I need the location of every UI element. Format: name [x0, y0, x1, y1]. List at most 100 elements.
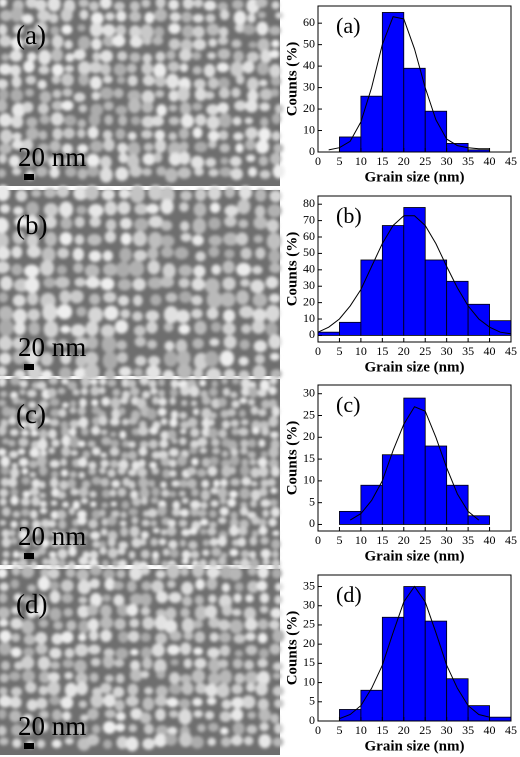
- grain: [47, 568, 60, 579]
- fit-curve: [328, 16, 490, 151]
- grain: [247, 580, 259, 593]
- grain: [165, 733, 178, 746]
- grain: [269, 262, 282, 274]
- grain: [75, 354, 88, 368]
- grain: [166, 563, 180, 579]
- grain: [164, 340, 175, 351]
- grain: [127, 89, 141, 102]
- grain: [37, 143, 50, 153]
- grain: [104, 200, 118, 216]
- grain: [248, 166, 258, 177]
- grain: [181, 682, 194, 696]
- grain: [192, 619, 204, 629]
- grain: [223, 368, 236, 381]
- grain: [192, 102, 203, 111]
- grain: [89, 22, 103, 38]
- grain: [209, 387, 218, 397]
- grain: [211, 398, 221, 409]
- grain: [242, 24, 256, 35]
- grain: [269, 49, 280, 59]
- grain: [10, 647, 22, 658]
- grain: [38, 400, 49, 409]
- grain: [155, 51, 166, 62]
- grain: [229, 455, 240, 466]
- grain: [91, 416, 101, 426]
- grain: [137, 467, 148, 478]
- grain: [147, 508, 158, 518]
- grain: [206, 23, 220, 36]
- grain: [50, 538, 61, 548]
- grain: [229, 548, 239, 557]
- grain: [51, 709, 62, 721]
- grain: [43, 187, 57, 198]
- fit-curve: [339, 585, 490, 720]
- grain: [144, 686, 154, 695]
- grain: [259, 169, 271, 179]
- grain: [180, 607, 190, 618]
- grain: [39, 710, 49, 719]
- grain: [51, 100, 64, 111]
- grain: [222, 260, 235, 274]
- grain: [74, 643, 89, 657]
- grain: [64, 39, 73, 50]
- grain: [270, 506, 281, 518]
- grain: [168, 23, 181, 34]
- grain: [252, 293, 268, 308]
- grain: [270, 88, 280, 98]
- grain: [11, 462, 18, 468]
- grain: [0, 203, 11, 214]
- grain: [230, 735, 243, 746]
- grain: [59, 480, 69, 491]
- grain: [169, 397, 177, 406]
- grain: [35, 602, 49, 618]
- grain: [257, 11, 267, 19]
- grain: [70, 488, 80, 496]
- grain: [26, 245, 42, 258]
- bar: [360, 259, 383, 336]
- bar: [403, 397, 426, 525]
- x-tick-label: 45: [505, 533, 517, 547]
- grain: [205, 13, 216, 23]
- grain: [221, 582, 231, 593]
- grain: [87, 233, 102, 246]
- grain: [50, 408, 61, 418]
- grain: [204, 604, 218, 619]
- grain: [84, 184, 100, 201]
- grain: [179, 291, 192, 304]
- grain: [59, 231, 73, 246]
- grain: [160, 199, 174, 215]
- grain: [90, 657, 101, 667]
- grain: [80, 497, 89, 504]
- grain: [235, 74, 245, 85]
- x-tick-label: 40: [484, 533, 496, 547]
- x-tick-label: 0: [315, 154, 321, 168]
- grain: [271, 567, 283, 579]
- grain: [206, 697, 217, 706]
- grain: [0, 399, 7, 407]
- grain: [245, 99, 258, 113]
- grain: [22, 101, 34, 113]
- grain: [161, 560, 169, 568]
- grain: [57, 387, 66, 395]
- grain: [270, 607, 283, 619]
- grain: [89, 216, 102, 228]
- grain: [200, 501, 208, 510]
- grain: [43, 203, 59, 217]
- grain: [139, 487, 150, 499]
- grain: [57, 548, 68, 560]
- grain: [252, 265, 263, 275]
- bar: [489, 716, 512, 722]
- grain: [141, 519, 150, 527]
- grain: [238, 427, 249, 437]
- grain: [251, 427, 260, 435]
- grain: [240, 278, 250, 288]
- x-tick-label: 30: [441, 154, 453, 168]
- grain: [180, 190, 193, 201]
- grain: [129, 165, 143, 178]
- grain: [90, 501, 97, 508]
- grain: [116, 340, 128, 351]
- grain: [189, 385, 200, 398]
- grain: [273, 723, 284, 735]
- grain: [219, 644, 231, 657]
- grain: [168, 38, 181, 50]
